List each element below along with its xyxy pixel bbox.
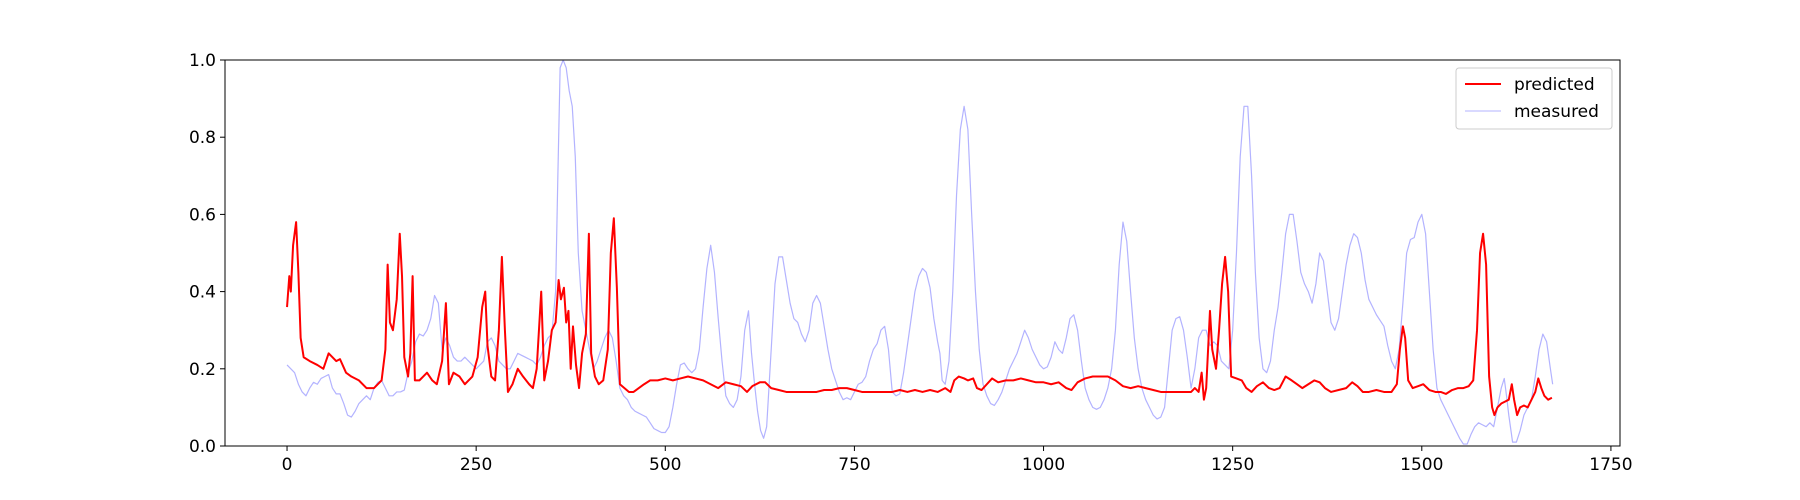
y-tick-label: 1.0 [189, 51, 216, 71]
y-tick-label: 0.2 [189, 360, 216, 380]
x-tick-label: 1750 [1589, 455, 1632, 475]
legend-label-predicted: predicted [1514, 75, 1595, 95]
x-tick-label: 1000 [1022, 455, 1065, 475]
x-tick-label: 0 [282, 455, 293, 475]
series-line-predicted [286, 217, 1553, 417]
y-tick-label: 0.4 [189, 283, 216, 303]
y-axis: 0.0 0.2 0.4 0.6 0.8 1.0 [189, 51, 225, 457]
legend-label-measured: measured [1514, 102, 1599, 122]
series-layer [286, 60, 1554, 445]
series-line-measured [286, 60, 1554, 445]
y-tick-label: 0.0 [189, 437, 216, 457]
x-tick-label: 1250 [1211, 455, 1254, 475]
x-tick-label: 1500 [1400, 455, 1443, 475]
x-tick-label: 750 [838, 455, 870, 475]
plot-area-frame [224, 59, 1621, 447]
legend: predicted measured [1455, 67, 1613, 130]
x-axis: 0 250 500 750 1000 1250 1500 1750 [282, 446, 1633, 475]
y-tick-label: 0.6 [189, 205, 216, 225]
y-tick-label: 0.8 [189, 128, 216, 148]
x-tick-label: 250 [460, 455, 492, 475]
x-tick-label: 500 [649, 455, 681, 475]
